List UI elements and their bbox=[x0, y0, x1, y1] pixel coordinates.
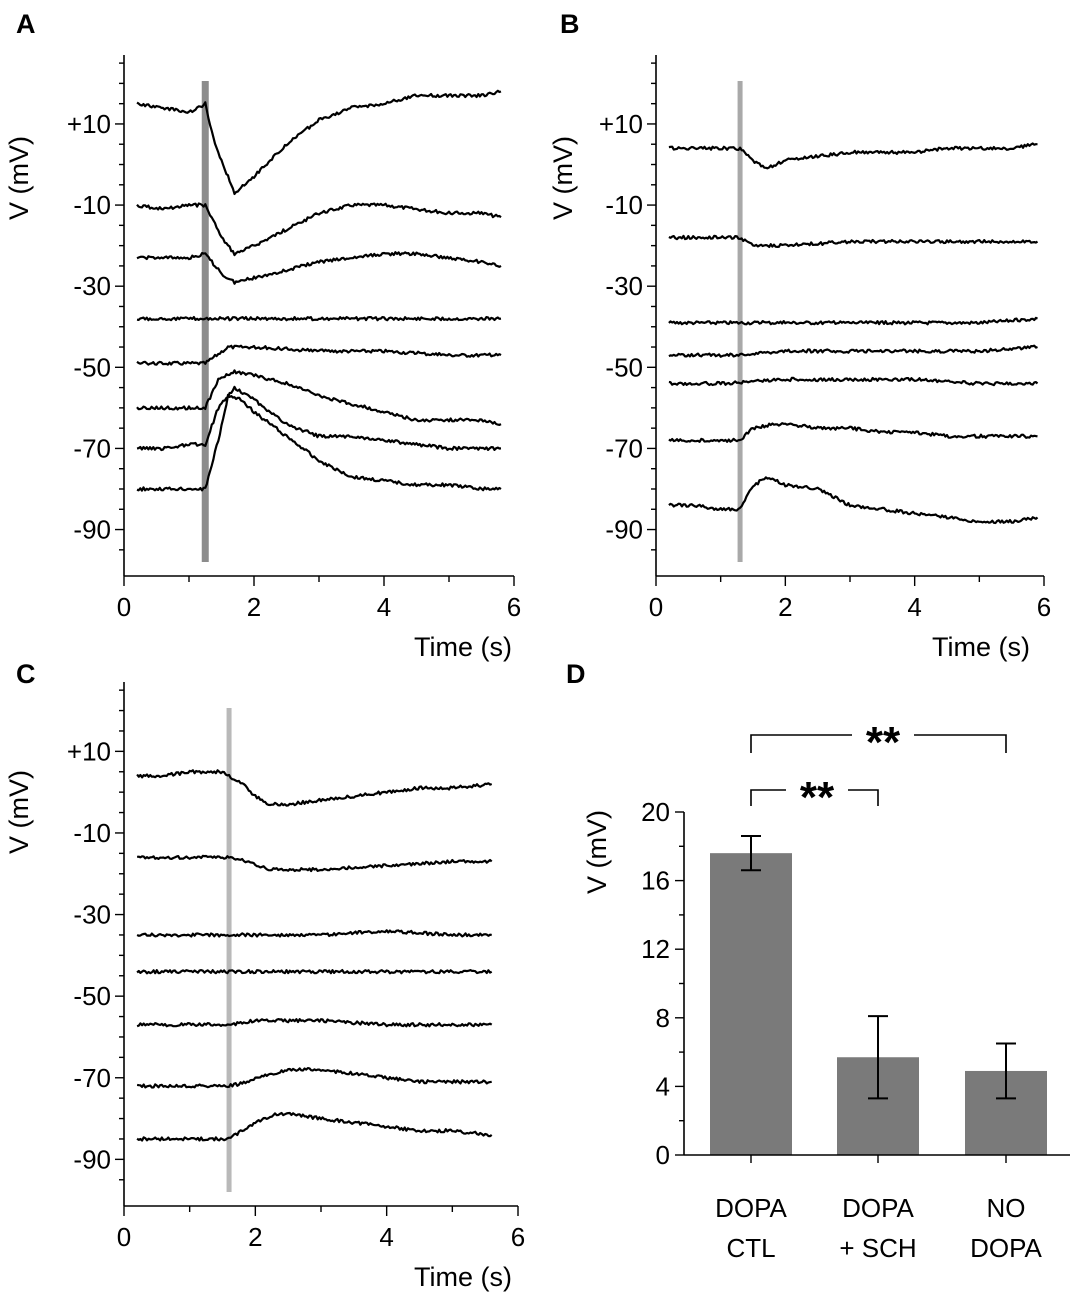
panel-b-y-tick-label: -10 bbox=[605, 190, 643, 220]
panel-d-y-tick-label: 4 bbox=[656, 1071, 670, 1101]
panel-d-bars bbox=[710, 835, 1047, 1155]
panel-a-trace-2 bbox=[136, 202, 502, 257]
panel-b-x-tick-label: 2 bbox=[778, 592, 792, 622]
panel-a-trace-4 bbox=[136, 316, 502, 322]
panel-d-y-tick-label: 0 bbox=[656, 1140, 670, 1170]
panel-d-significance: ** ** bbox=[750, 718, 1007, 822]
panel-a-y-axis-title: V (mV) bbox=[4, 136, 34, 220]
panel-b-x-tick-label: 4 bbox=[907, 592, 921, 622]
panel-c-trace-1 bbox=[136, 769, 493, 807]
panel-a-x-tick-label: 4 bbox=[377, 592, 391, 622]
panel-c-trace-7 bbox=[136, 1111, 493, 1142]
panel-a-trace-8 bbox=[136, 393, 502, 492]
panel-b-trace-2 bbox=[668, 234, 1039, 248]
panel-a-x-tick-label: 6 bbox=[507, 592, 521, 622]
panel-d-category-label: NO bbox=[987, 1193, 1026, 1223]
panel-c-axes: +10 -10 -30 -50 -70 -90 0 2 4 6 bbox=[67, 682, 525, 1252]
panel-a-y-tick-label: -70 bbox=[73, 433, 111, 463]
panel-b-trace-7 bbox=[668, 476, 1039, 525]
panel-c-label: C bbox=[16, 659, 36, 689]
panel-b-x-tick-label: 6 bbox=[1037, 592, 1051, 622]
panel-d-significance-stars: ** bbox=[866, 718, 901, 767]
panel-b-label: B bbox=[560, 9, 580, 39]
panel-d-y-tick-label: 20 bbox=[641, 797, 670, 827]
panel-d-bar-1 bbox=[710, 853, 792, 1155]
panel-b-y-tick-label: -30 bbox=[605, 271, 643, 301]
panel-b: B +10 -10 -30 -50 -70 -90 0 2 4 6 V (mV) Time (s) bbox=[548, 9, 1051, 662]
panel-d-significance-bracket bbox=[750, 789, 879, 806]
panel-c-x-tick-label: 6 bbox=[511, 1222, 525, 1252]
panel-d-significance-stars: ** bbox=[800, 773, 835, 822]
panel-a-trace-7 bbox=[136, 385, 502, 452]
panel-c-y-tick-label: -90 bbox=[73, 1144, 111, 1174]
panel-a-x-tick-label: 0 bbox=[117, 592, 131, 622]
panel-a-y-tick-label: -90 bbox=[73, 515, 111, 545]
panel-d-category-label: CTL bbox=[726, 1233, 775, 1263]
panel-a: A +10 -10 -30 -50 -70 -90 0 2 4 6 V (mV) Time (s) bbox=[4, 9, 521, 662]
panel-a-traces bbox=[136, 89, 502, 492]
panel-b-x-tick-label: 0 bbox=[649, 592, 663, 622]
panel-b-y-tick-label: +10 bbox=[599, 109, 643, 139]
panel-a-x-axis-title: Time (s) bbox=[414, 632, 512, 662]
panel-b-x-axis-title: Time (s) bbox=[932, 632, 1030, 662]
panel-d-significance-bracket bbox=[750, 734, 1007, 753]
panel-c-y-tick-label: -50 bbox=[73, 981, 111, 1011]
panel-d-y-axis-title: V (mV) bbox=[582, 810, 612, 894]
panel-d-category-label: + SCH bbox=[839, 1233, 916, 1263]
panel-c-y-tick-label: -10 bbox=[73, 818, 111, 848]
panel-d-category-labels: DOPA CTL DOPA + SCH NO DOPA bbox=[715, 1193, 1042, 1263]
panel-c-y-tick-label: -70 bbox=[73, 1063, 111, 1093]
panel-b-y-tick-label: -90 bbox=[605, 515, 643, 545]
panel-a-y-tick-label: -50 bbox=[73, 352, 111, 382]
panel-b-trace-6 bbox=[668, 422, 1038, 443]
panel-d-axes: 0 4 8 12 16 20 bbox=[641, 797, 1070, 1170]
panel-b-axes: +10 -10 -30 -50 -70 -90 0 2 4 6 bbox=[599, 55, 1051, 622]
panel-c-x-axis-title: Time (s) bbox=[414, 1262, 512, 1292]
panel-d-y-tick-label: 16 bbox=[641, 866, 670, 896]
panel-a-trace-1 bbox=[136, 89, 502, 196]
panel-c-trace-2 bbox=[137, 854, 493, 873]
panel-b-trace-1 bbox=[668, 142, 1038, 170]
panel-a-x-tick-label: 2 bbox=[247, 592, 261, 622]
panel-d-category-label: DOPA bbox=[715, 1193, 787, 1223]
panel-b-y-axis-title: V (mV) bbox=[548, 136, 578, 220]
panel-c-trace-5 bbox=[136, 1018, 493, 1028]
panel-c-trace-4 bbox=[136, 969, 493, 975]
panel-a-y-tick-label: -10 bbox=[73, 190, 111, 220]
panel-a-axes: +10 -10 -30 -50 -70 -90 0 2 4 6 bbox=[67, 55, 521, 622]
panel-d: D ** ** 0 4 8 12 16 20 DOPA CTL DOPA + SCH NODOPA … bbox=[566, 659, 1070, 1263]
panel-c-trace-6 bbox=[136, 1067, 492, 1089]
panel-b-traces bbox=[668, 142, 1039, 525]
panel-b-trace-4 bbox=[668, 344, 1038, 358]
panel-c-traces bbox=[136, 769, 493, 1142]
panel-c-y-tick-label: -30 bbox=[73, 900, 111, 930]
panel-d-category-label: DOPA bbox=[970, 1233, 1042, 1263]
panel-b-trace-5 bbox=[668, 376, 1039, 387]
panel-b-y-tick-label: -70 bbox=[605, 433, 643, 463]
panel-d-category-label: DOPA bbox=[842, 1193, 914, 1223]
panel-b-y-tick-label: -50 bbox=[605, 352, 643, 382]
panel-a-trace-5 bbox=[136, 344, 502, 366]
panel-a-y-tick-label: +10 bbox=[67, 109, 111, 139]
panel-a-y-tick-label: -30 bbox=[73, 271, 111, 301]
panel-b-trace-3 bbox=[668, 316, 1038, 326]
panel-c-x-tick-label: 0 bbox=[117, 1222, 131, 1252]
panel-c-x-tick-label: 4 bbox=[379, 1222, 393, 1252]
panel-c-y-tick-label: +10 bbox=[67, 736, 111, 766]
panel-c-trace-3 bbox=[136, 929, 492, 938]
panel-d-y-tick-label: 12 bbox=[641, 934, 670, 964]
panel-c-y-axis-title: V (mV) bbox=[4, 770, 34, 854]
panel-c-x-tick-label: 2 bbox=[248, 1222, 262, 1252]
panel-a-trace-6 bbox=[136, 369, 502, 426]
panel-d-y-tick-label: 8 bbox=[656, 1003, 670, 1033]
panel-d-label: D bbox=[566, 659, 586, 689]
panel-c: C +10 -10 -30 -50 -70 -90 0 2 4 6 V (mV) Time (s) bbox=[4, 659, 525, 1292]
panel-a-trace-3 bbox=[136, 251, 502, 285]
panel-a-label: A bbox=[16, 9, 36, 39]
